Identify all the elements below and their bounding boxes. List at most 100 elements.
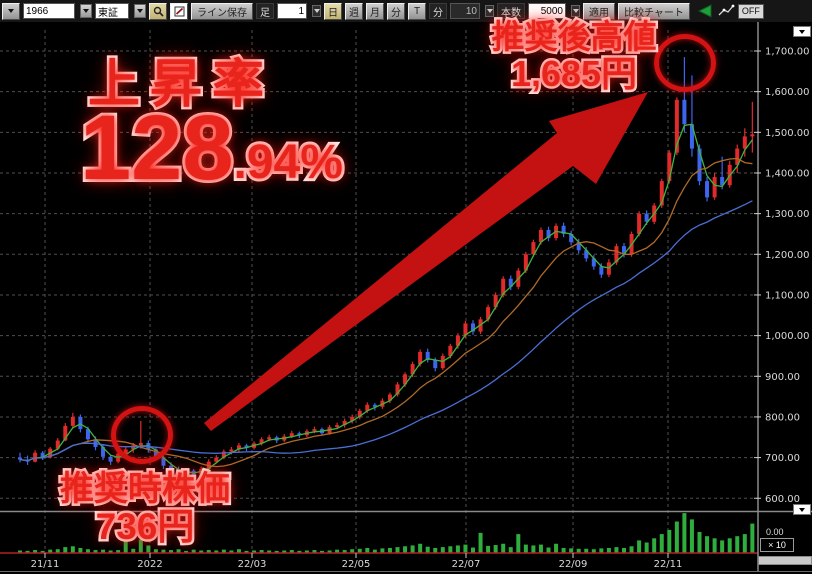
volume-bar bbox=[448, 546, 453, 553]
volume-bar bbox=[236, 549, 241, 553]
bar-interval-input[interactable] bbox=[277, 3, 307, 19]
reco-price-value: 736円 bbox=[93, 504, 197, 548]
volume-bar bbox=[433, 547, 438, 553]
candle-body bbox=[221, 451, 226, 458]
volume-bar bbox=[622, 547, 626, 553]
volume-bar bbox=[320, 550, 324, 553]
window-dropdown-button[interactable] bbox=[2, 2, 20, 20]
stock-chart-window: ライン保存 足 日 週 月 分 T 分 本数 適用 比較チャート OFF 1,7… bbox=[0, 0, 812, 574]
minute-spinner[interactable] bbox=[485, 5, 494, 17]
candle-body bbox=[433, 360, 438, 369]
volume-bar bbox=[123, 541, 128, 553]
spinner-icon bbox=[572, 9, 579, 13]
period-week-button[interactable]: 週 bbox=[345, 2, 363, 20]
period-day-button[interactable]: 日 bbox=[324, 2, 342, 20]
post-reco-high-label: 推奨後高値 bbox=[489, 17, 659, 56]
x-tick-label: 22/05 bbox=[342, 559, 371, 570]
y-tick-label: 1,100.00 bbox=[765, 290, 810, 301]
volume-bar bbox=[712, 538, 717, 553]
volume-bar bbox=[55, 549, 60, 553]
x-tick-label: 22/09 bbox=[559, 559, 588, 570]
volume-bar bbox=[727, 538, 732, 553]
volume-bar bbox=[554, 543, 559, 553]
search-icon bbox=[153, 6, 164, 17]
period-minute-button[interactable]: 分 bbox=[387, 2, 405, 20]
volume-bar bbox=[705, 536, 710, 553]
volume-bar bbox=[350, 549, 355, 553]
volume-bar bbox=[576, 548, 581, 553]
reco-price-annotation: 推奨時株価 736円 bbox=[40, 469, 250, 548]
volume-bar bbox=[425, 546, 430, 553]
volume-bar bbox=[674, 521, 679, 553]
volume-bar bbox=[153, 549, 158, 553]
search-button[interactable] bbox=[149, 2, 167, 20]
apply-button[interactable]: 適用 bbox=[583, 2, 615, 20]
candle-body bbox=[259, 439, 264, 444]
volume-bar bbox=[18, 550, 22, 553]
y-tick-label: 1,300.00 bbox=[765, 209, 810, 220]
volume-bar bbox=[101, 549, 106, 553]
flag-pointer-icon[interactable] bbox=[697, 4, 714, 18]
y-tick-label: 600.00 bbox=[765, 494, 800, 505]
bar-interval-spinner[interactable] bbox=[312, 5, 321, 17]
volume-layer bbox=[18, 513, 755, 553]
x-tick-label: 22/07 bbox=[452, 559, 481, 570]
bar-count-spinner[interactable] bbox=[571, 5, 580, 17]
edit-button[interactable] bbox=[170, 2, 188, 20]
candle-body bbox=[184, 470, 189, 474]
line-save-button[interactable]: ライン保存 bbox=[191, 2, 253, 20]
candle-body bbox=[742, 136, 747, 149]
volume-bar bbox=[486, 545, 491, 553]
period-tick-button[interactable]: T bbox=[408, 2, 426, 20]
symbol-dropdown-button[interactable] bbox=[80, 4, 92, 18]
volume-bar bbox=[561, 547, 566, 553]
candle-body bbox=[720, 177, 725, 186]
x-tick-label: 2022 bbox=[137, 559, 162, 570]
volume-bar bbox=[161, 549, 166, 553]
candle-body bbox=[335, 425, 340, 428]
recommendation-point-circle bbox=[111, 406, 173, 464]
volume-bar bbox=[614, 547, 619, 553]
symbol-input[interactable] bbox=[23, 3, 75, 19]
trendline-tool-icon[interactable] bbox=[717, 4, 735, 18]
candle-body bbox=[63, 425, 68, 441]
volume-zero-label: 0.00 bbox=[766, 527, 784, 537]
off-toggle[interactable]: OFF bbox=[737, 3, 764, 19]
period-month-button[interactable]: 月 bbox=[366, 2, 384, 20]
candle-body bbox=[108, 456, 113, 462]
price-pane-dropdown[interactable] bbox=[793, 26, 811, 37]
volume-bar bbox=[108, 550, 113, 553]
market-select[interactable] bbox=[95, 3, 129, 19]
chevron-down-icon bbox=[799, 507, 805, 512]
horizontal-scrollbar[interactable] bbox=[758, 556, 812, 565]
candle-body bbox=[229, 449, 234, 452]
candle-body bbox=[674, 99, 679, 153]
volume-bar bbox=[138, 539, 143, 553]
volume-bar bbox=[146, 545, 151, 553]
volume-multiplier-badge: × 10 bbox=[760, 538, 794, 552]
volume-bar bbox=[742, 534, 747, 553]
candle-body bbox=[267, 437, 272, 440]
volume-bar bbox=[750, 523, 755, 553]
volume-bar bbox=[304, 550, 309, 553]
candle-body bbox=[176, 468, 181, 474]
y-tick-label: 1,600.00 bbox=[765, 87, 810, 98]
volume-bar bbox=[637, 540, 642, 553]
volume-bar bbox=[312, 550, 317, 553]
volume-bar bbox=[229, 550, 234, 553]
volume-bar bbox=[199, 550, 204, 553]
compare-chart-button[interactable]: 比較チャート bbox=[618, 2, 690, 20]
volume-bar bbox=[282, 550, 287, 553]
candle-body bbox=[599, 266, 604, 275]
market-dropdown-button[interactable] bbox=[134, 4, 146, 18]
volume-bar bbox=[327, 550, 332, 553]
minute-value-input[interactable] bbox=[450, 3, 480, 19]
y-tick-label: 1,700.00 bbox=[765, 47, 810, 58]
volume-bar bbox=[591, 549, 596, 553]
bar-count-input[interactable] bbox=[528, 3, 566, 19]
x-tick-label: 21/11 bbox=[31, 559, 60, 570]
volume-pane-dropdown[interactable] bbox=[793, 504, 811, 515]
candle-body bbox=[55, 440, 60, 449]
volume-bar bbox=[508, 547, 513, 553]
volume-bar bbox=[297, 550, 302, 553]
